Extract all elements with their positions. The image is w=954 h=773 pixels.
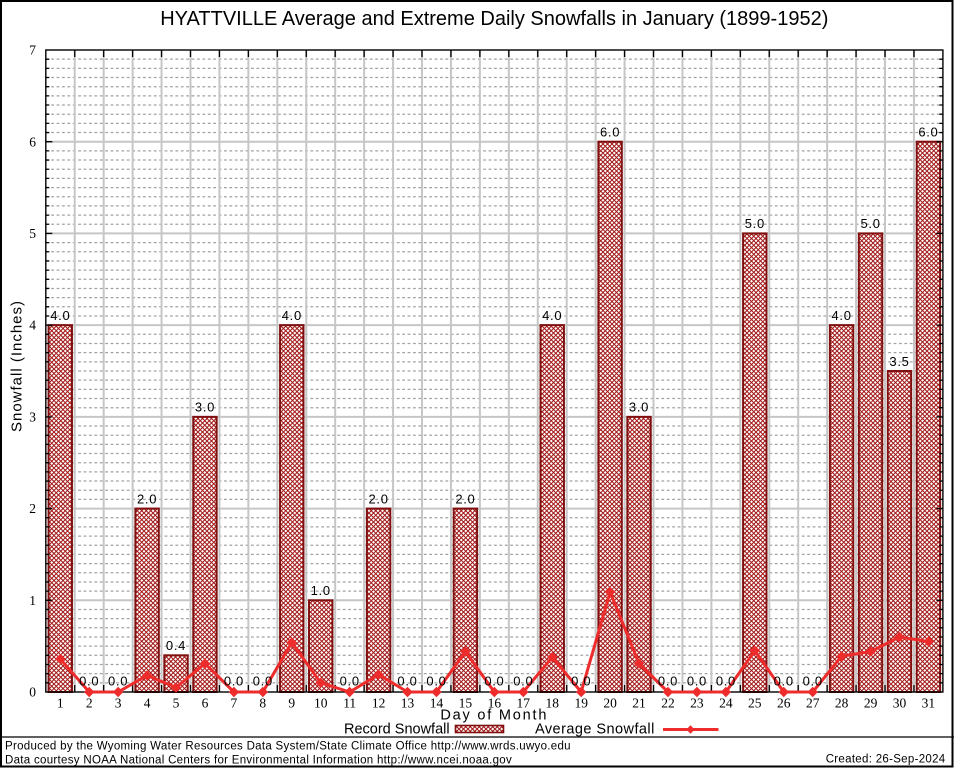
svg-text:0.0: 0.0 xyxy=(513,674,533,689)
svg-text:0.0: 0.0 xyxy=(426,674,446,689)
svg-text:22: 22 xyxy=(661,696,675,711)
svg-text:6.0: 6.0 xyxy=(918,125,938,140)
svg-text:4: 4 xyxy=(29,318,36,333)
svg-text:0.0: 0.0 xyxy=(803,674,823,689)
svg-text:2.0: 2.0 xyxy=(455,491,475,506)
svg-text:18: 18 xyxy=(545,696,559,711)
svg-text:19: 19 xyxy=(574,696,588,711)
svg-text:25: 25 xyxy=(748,696,762,711)
svg-text:4.0: 4.0 xyxy=(282,308,302,323)
svg-text:6: 6 xyxy=(29,134,36,149)
svg-text:21: 21 xyxy=(632,696,646,711)
svg-text:0.0: 0.0 xyxy=(253,674,273,689)
svg-text:3.0: 3.0 xyxy=(195,400,215,415)
svg-text:29: 29 xyxy=(864,696,878,711)
svg-text:0: 0 xyxy=(29,685,36,700)
svg-text:6.0: 6.0 xyxy=(600,125,620,140)
svg-text:20: 20 xyxy=(603,696,617,711)
svg-text:2.0: 2.0 xyxy=(137,491,157,506)
svg-text:1.0: 1.0 xyxy=(311,583,331,598)
svg-text:15: 15 xyxy=(459,696,473,711)
svg-text:5.0: 5.0 xyxy=(745,216,765,231)
svg-text:11: 11 xyxy=(343,696,356,711)
svg-text:Created: 26-Sep-2024: Created: 26-Sep-2024 xyxy=(826,754,946,766)
svg-text:9: 9 xyxy=(288,696,295,711)
svg-text:31: 31 xyxy=(922,696,936,711)
svg-text:26: 26 xyxy=(777,696,791,711)
svg-text:Produced by the Wyoming Water: Produced by the Wyoming Water Resources … xyxy=(5,741,571,753)
svg-text:7: 7 xyxy=(231,696,238,711)
svg-text:0.0: 0.0 xyxy=(774,674,794,689)
svg-text:1: 1 xyxy=(57,696,64,711)
svg-text:0.0: 0.0 xyxy=(224,674,244,689)
svg-text:0.0: 0.0 xyxy=(79,674,99,689)
svg-text:8: 8 xyxy=(259,696,266,711)
svg-text:4.0: 4.0 xyxy=(832,308,852,323)
svg-text:10: 10 xyxy=(314,696,328,711)
svg-text:Average Snowfall: Average Snowfall xyxy=(535,721,655,737)
svg-text:2: 2 xyxy=(86,696,93,711)
svg-text:0.0: 0.0 xyxy=(108,674,128,689)
svg-text:5: 5 xyxy=(29,226,36,241)
svg-text:23: 23 xyxy=(690,696,704,711)
svg-text:30: 30 xyxy=(893,696,907,711)
svg-text:Record Snowfall: Record Snowfall xyxy=(344,721,450,737)
svg-text:2: 2 xyxy=(29,501,36,516)
svg-text:7: 7 xyxy=(29,43,36,58)
svg-text:3.5: 3.5 xyxy=(889,354,909,369)
svg-text:5: 5 xyxy=(173,696,180,711)
svg-text:5.0: 5.0 xyxy=(861,216,881,231)
svg-text:3: 3 xyxy=(115,696,122,711)
svg-text:14: 14 xyxy=(430,696,444,711)
svg-text:0.0: 0.0 xyxy=(658,674,678,689)
svg-text:HYATTVILLE Average and Extreme: HYATTVILLE Average and Extreme Daily Sno… xyxy=(160,8,828,30)
svg-text:13: 13 xyxy=(401,696,415,711)
svg-text:12: 12 xyxy=(372,696,386,711)
svg-text:3.0: 3.0 xyxy=(629,400,649,415)
svg-text:16: 16 xyxy=(488,696,502,711)
svg-text:0.0: 0.0 xyxy=(687,674,707,689)
svg-text:0.0: 0.0 xyxy=(571,674,591,689)
svg-text:Snowfall (Inches): Snowfall (Inches) xyxy=(9,300,26,432)
svg-text:Data courtesy NOAA National Ce: Data courtesy NOAA National Centers for … xyxy=(5,755,512,767)
svg-text:4.0: 4.0 xyxy=(50,308,70,323)
svg-text:17: 17 xyxy=(517,696,531,711)
svg-text:0.0: 0.0 xyxy=(484,674,504,689)
svg-text:Day of Month: Day of Month xyxy=(440,708,548,724)
svg-text:0.4: 0.4 xyxy=(166,638,186,653)
svg-text:6: 6 xyxy=(202,696,209,711)
svg-text:4.0: 4.0 xyxy=(542,308,562,323)
svg-text:1: 1 xyxy=(29,593,36,608)
svg-text:24: 24 xyxy=(719,696,733,711)
svg-text:3: 3 xyxy=(29,410,36,425)
svg-text:2.0: 2.0 xyxy=(369,491,389,506)
svg-text:0.0: 0.0 xyxy=(716,674,736,689)
svg-text:27: 27 xyxy=(806,696,820,711)
svg-text:28: 28 xyxy=(835,696,849,711)
svg-text:0.0: 0.0 xyxy=(397,674,417,689)
svg-text:4: 4 xyxy=(144,696,151,711)
svg-text:0.0: 0.0 xyxy=(340,674,360,689)
